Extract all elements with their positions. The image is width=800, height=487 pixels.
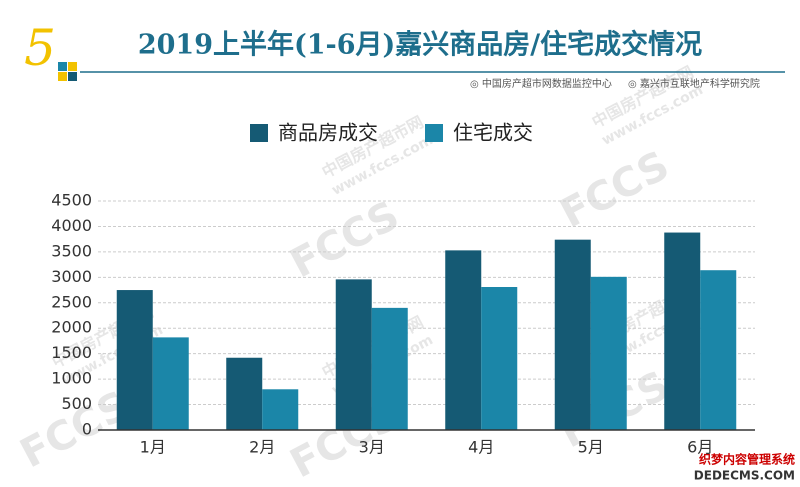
badge-icon	[58, 62, 67, 71]
bar	[152, 337, 189, 430]
y-tick-label: 2000	[51, 318, 92, 337]
x-tick-label: 2月	[249, 438, 275, 457]
y-tick-label: 2500	[51, 292, 92, 311]
x-tick-label: 6月	[687, 438, 713, 457]
legend-label: 商品房成交	[278, 121, 378, 145]
y-tick-label: 4000	[51, 216, 92, 235]
legend-swatch	[425, 124, 443, 142]
y-tick-label: 4500	[51, 191, 92, 210]
y-tick-label: 1000	[51, 369, 92, 388]
bar	[116, 290, 153, 430]
y-tick-label: 1500	[51, 343, 92, 362]
bar	[226, 357, 263, 430]
legend-swatch	[250, 124, 268, 142]
bar	[445, 250, 482, 430]
x-tick-label: 3月	[359, 438, 385, 457]
bar	[335, 279, 372, 430]
watermark: 织梦内容管理系统	[699, 452, 795, 467]
legend-label: 住宅成交	[453, 121, 533, 145]
source: ◎ 嘉兴市互联地产科学研究院	[628, 77, 760, 90]
badge-icon	[68, 72, 77, 81]
bar	[700, 270, 737, 430]
badge-icon	[68, 62, 77, 71]
bar	[664, 232, 701, 430]
bar	[481, 287, 518, 430]
badge: 5	[24, 19, 56, 77]
y-tick-label: 500	[61, 394, 92, 413]
y-tick-label: 3000	[51, 267, 92, 286]
bar	[590, 276, 627, 430]
source: ◎ 中国房产超市网数据监控中心	[470, 77, 612, 90]
x-tick-label: 5月	[578, 438, 604, 457]
y-tick-label: 0	[82, 420, 92, 439]
chart-title: 2019上半年(1-6月)嘉兴商品房/住宅成交情况	[138, 29, 702, 61]
y-tick-label: 3500	[51, 241, 92, 260]
bar	[554, 239, 591, 430]
badge-icon	[58, 72, 67, 81]
x-tick-label: 4月	[468, 438, 494, 457]
watermark: DEDECMS.COM	[694, 469, 795, 483]
bar	[262, 389, 299, 430]
bar	[371, 307, 408, 430]
x-tick-label: 1月	[140, 438, 166, 457]
